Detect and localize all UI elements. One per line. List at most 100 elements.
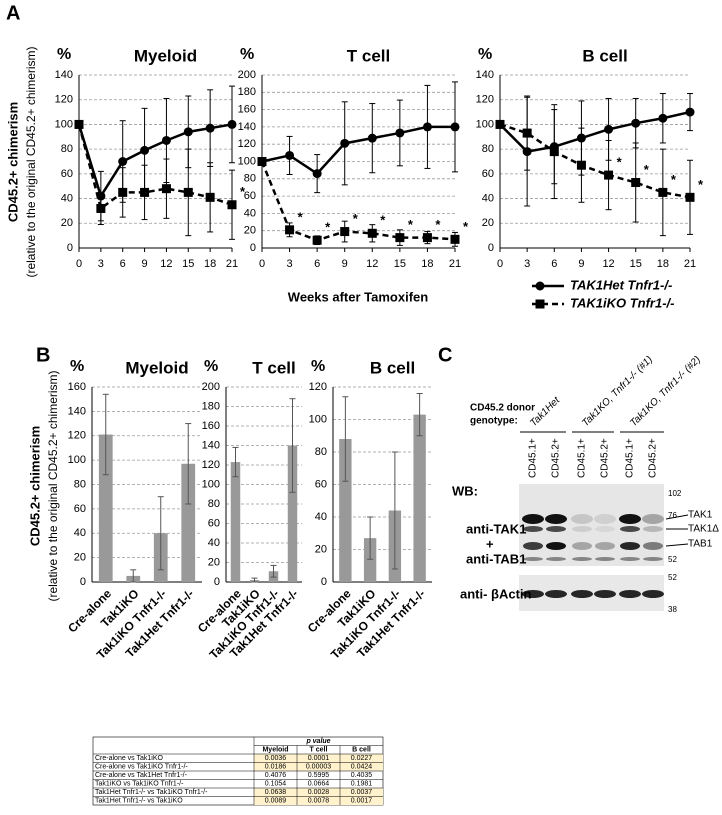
point: [140, 145, 150, 155]
y-tick-label: 20: [61, 217, 73, 229]
blot-band: [523, 557, 543, 561]
mw-marker: 52: [668, 555, 677, 564]
significance-mark: *: [298, 209, 304, 224]
y-tick-label: 20: [208, 556, 220, 568]
blot-band: [523, 526, 543, 532]
x-tick-label: 21: [684, 258, 696, 270]
blot-band: [643, 526, 663, 532]
bar: [98, 434, 113, 582]
band-arrow: [665, 543, 689, 547]
y-tick-label: 0: [321, 576, 327, 588]
point: [340, 138, 350, 148]
cell-shade: [254, 796, 297, 805]
row-label: Tak1Het Tnfr1-/- vs Tak1iKO: [95, 798, 183, 805]
x-tick-label: 18: [421, 258, 433, 270]
x-tick-label: 12: [602, 258, 614, 270]
table-cell: 0.0227: [351, 755, 373, 762]
table-cell: 0.0036: [265, 755, 287, 762]
y-tick-label: 140: [238, 121, 256, 133]
y-tick-label: 120: [202, 459, 220, 471]
y-tick-label: 0: [250, 242, 256, 254]
band-label: TAK1: [688, 510, 713, 521]
y-tick-label: 80: [244, 173, 256, 185]
x-tick-label: 21: [449, 258, 461, 270]
x-tick-label: 9: [142, 258, 148, 270]
y-tick-label: 180: [202, 400, 220, 412]
y-tick-label: 60: [208, 517, 220, 529]
point: [340, 227, 350, 237]
row-label: Cre-alone vs Tak1iKO Tnfr1-/-: [95, 764, 188, 771]
y-unit: %: [70, 358, 84, 375]
bar: [181, 463, 196, 582]
y-tick-label: 40: [315, 511, 327, 523]
significance-mark: *: [435, 217, 441, 232]
table-cell: 0.1054: [265, 781, 287, 788]
x-tick-label: 15: [630, 258, 642, 270]
x-tick-label: 15: [182, 258, 194, 270]
series-line: [499, 123, 691, 199]
y-tick-label: 140: [68, 405, 86, 417]
x-tick-label: 18: [657, 258, 669, 270]
blot-band: [643, 557, 663, 561]
y-tick-label: 80: [208, 498, 220, 510]
lane-label: CD45.2+: [551, 438, 562, 478]
point: [395, 233, 405, 243]
blot-band: [642, 514, 664, 524]
y-tick-label: 100: [238, 155, 256, 167]
x-tick-label: 18: [204, 258, 216, 270]
blot-band: [643, 542, 663, 550]
blot-band: [546, 542, 566, 550]
column-header: T cell: [310, 747, 328, 754]
row-label: Cre-alone vs Tak1Het Tnfr1-/-: [95, 772, 188, 779]
cell-shade: [254, 762, 297, 771]
row-label: Cre-alone vs Tak1iKO: [95, 755, 164, 762]
table-cell: 0.0186: [265, 764, 287, 771]
y-tick-label: 20: [244, 225, 256, 237]
y-unit: %: [204, 358, 218, 375]
significance-mark: *: [380, 213, 386, 228]
point: [367, 133, 377, 143]
mw-marker: 76: [668, 511, 677, 520]
lane-label: CD45.1+: [625, 438, 636, 478]
table-cell: 0.0028: [308, 789, 330, 796]
mw-marker: 38: [668, 605, 677, 614]
y-tick-label: 160: [202, 420, 220, 432]
y-tick-label: 100: [476, 118, 494, 130]
cell-shade: [297, 762, 340, 771]
y-tick-label: 20: [482, 217, 494, 229]
y-tick-label: 40: [208, 537, 220, 549]
column-header: B cell: [352, 747, 371, 754]
probe-label: anti-TAK1: [466, 521, 526, 536]
y-tick-label: 60: [244, 190, 256, 202]
y-tick-label: 160: [238, 104, 256, 116]
chart-title: Myeloid: [134, 46, 197, 65]
x-tick-label: 0: [497, 258, 503, 270]
significance-mark: *: [240, 184, 246, 199]
y-tick-label: 0: [488, 242, 494, 254]
lane-label: CD45.1+: [528, 438, 539, 478]
band-arrow: [665, 514, 689, 520]
y-axis-subtitle: (relative to the original CD45.2+ chimer…: [24, 46, 38, 277]
blot-membrane: [519, 484, 664, 566]
bar: [230, 462, 241, 582]
point: [161, 184, 171, 194]
y-tick-label: 140: [476, 69, 494, 81]
significance-mark: *: [325, 220, 331, 235]
y-tick-label: 60: [482, 168, 494, 180]
table-cell: 0.0424: [351, 764, 373, 771]
point: [285, 150, 295, 160]
point: [422, 122, 432, 132]
point: [227, 119, 237, 129]
table-cell: 0.1981: [351, 781, 373, 788]
cell-shade: [254, 788, 297, 797]
y-tick-label: 20: [74, 552, 86, 564]
blot-band: [572, 526, 592, 532]
table-cell: 0.5995: [308, 772, 330, 779]
x-tick-label: 6: [120, 258, 126, 270]
probe-label: anti-TAB1: [466, 551, 526, 566]
x-tick-label: 12: [366, 258, 378, 270]
panel-label: A: [6, 2, 20, 24]
y-tick-label: 80: [74, 478, 86, 490]
lane-label: CD45.1+: [577, 438, 588, 478]
y-tick-label: 60: [74, 503, 86, 515]
